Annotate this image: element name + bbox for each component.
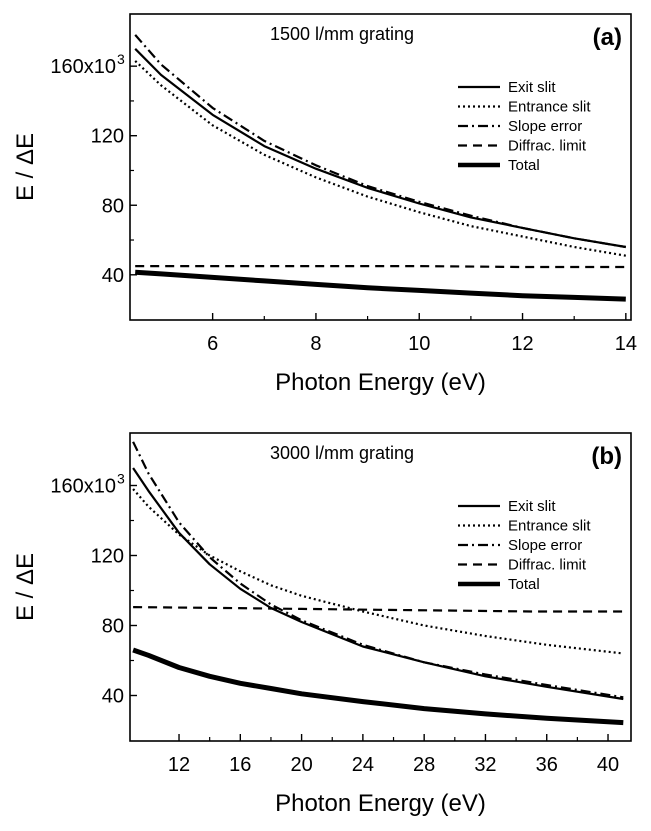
y-tick-label: 40: [102, 265, 124, 287]
x-tick-label: 12: [168, 754, 190, 776]
legend-label: Exit slit: [508, 498, 556, 515]
legend-label: Diffrac. limit: [508, 557, 587, 574]
x-tick-label: 6: [207, 333, 218, 355]
y-tick-exponent: 3: [117, 51, 125, 67]
panel-b: 12 16 20 24 28 32 36 40 40 80 120 160x10 3 Photon Ene…: [12, 432, 632, 817]
plot-frame: [129, 13, 632, 321]
x-tick-label: 10: [408, 333, 430, 355]
y-tick-label: 120: [91, 126, 124, 148]
series-line-exit-slit: [134, 48, 626, 249]
panel-label: (b): [591, 443, 622, 470]
y-tick-label: 160x10: [50, 476, 116, 498]
legend-label: Exit slit: [508, 79, 556, 96]
y-axis-title: E / ΔE: [12, 133, 39, 201]
y-tick-label: 120: [91, 546, 124, 568]
y-tick-exponent: 3: [117, 471, 125, 487]
legend: Exit slit Entrance slit Slope error Diffrac…: [458, 498, 591, 593]
grating-annotation: 3000 l/mm grating: [270, 443, 414, 463]
panel-label: (a): [593, 24, 622, 51]
legend-label: Total: [508, 576, 540, 593]
x-tick-label: 12: [511, 333, 533, 355]
series-line-total: [132, 647, 624, 726]
y-axis-title: E / ΔE: [12, 553, 39, 621]
x-tick-label: 24: [352, 754, 374, 776]
series-line-exit-slit: [132, 467, 624, 701]
series-line-slope-error: [134, 34, 626, 249]
x-tick-label: 8: [310, 333, 321, 355]
series-line-entrance-slit: [132, 488, 624, 655]
y-tick-label: 40: [102, 686, 124, 708]
legend-label: Entrance slit: [508, 518, 591, 535]
grating-annotation: 1500 l/mm grating: [270, 24, 414, 44]
legend-label: Entrance slit: [508, 99, 591, 116]
y-tick-label: 80: [102, 616, 124, 638]
series-line-entrance-slit: [134, 60, 626, 257]
series-line-diffrac-limit: [135, 265, 626, 269]
legend: Exit slit Entrance slit Slope error Diffrac…: [458, 79, 591, 174]
legend-label: Slope error: [508, 118, 582, 135]
x-tick-label: 20: [290, 754, 312, 776]
x-tick-label: 36: [536, 754, 558, 776]
series-line-total: [135, 269, 626, 302]
series-line-slope-error: [132, 441, 624, 699]
y-tick-label: 160x10: [50, 56, 116, 78]
x-axis-title: Photon Energy (eV): [275, 790, 486, 817]
x-tick-label: 16: [229, 754, 251, 776]
x-tick-label: 40: [597, 754, 619, 776]
legend-label: Diffrac. limit: [508, 138, 587, 155]
legend-label: Total: [508, 157, 540, 174]
x-tick-label: 14: [615, 333, 637, 355]
y-tick-label: 80: [102, 195, 124, 217]
plot-frame: [129, 432, 632, 742]
x-tick-label: 28: [413, 754, 435, 776]
x-tick-label: 32: [474, 754, 496, 776]
legend-label: Slope error: [508, 537, 582, 554]
series-line-diffrac-limit: [133, 606, 624, 613]
panel-a: 6 8 10 12 14 40 80 120 160x10 3 Photon Energy (eV)…: [12, 13, 637, 396]
x-axis-title: Photon Energy (eV): [275, 369, 486, 396]
